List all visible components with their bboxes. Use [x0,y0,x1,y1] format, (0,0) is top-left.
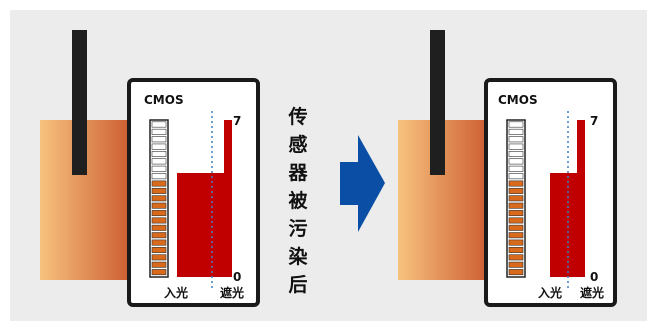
led-segment-off [508,143,524,150]
led-segment-lit [151,180,167,187]
light-level-bar [550,173,577,277]
led-segment-off [508,158,524,165]
led-column-outline [506,119,526,278]
led-segment-off [508,128,524,135]
led-indicator-column [149,119,169,278]
led-segment-lit [508,210,524,217]
sensor-block [398,120,498,280]
led-segment-lit [508,202,524,209]
led-segment-lit [508,180,524,187]
led-segment-lit [508,254,524,261]
led-segment-lit [508,187,524,194]
caption-char: 器 [287,162,308,184]
scale-max-label: 7 [233,114,241,128]
led-segment-lit [508,269,524,276]
light-level-peak [577,120,585,277]
led-segment-lit [151,224,167,231]
led-segment-lit [151,202,167,209]
led-segment-off [151,136,167,143]
led-segment-lit [151,195,167,202]
led-segment-off [508,173,524,180]
led-segment-lit [508,246,524,253]
detection-rod [430,30,445,175]
led-segment-lit [151,232,167,239]
caption-char: 被 [288,189,307,212]
led-segment-lit [508,261,524,268]
led-segment-off [151,173,167,180]
led-segment-lit [151,217,167,224]
light-in-label: 入光 [538,285,562,300]
led-segment-off [151,143,167,150]
led-segment-lit [508,224,524,231]
caption-char: 传 [287,105,307,128]
led-segment-off [508,121,524,128]
contamination-caption: 传 感 器 被 污 染 后 [287,105,308,296]
led-segment-lit [508,195,524,202]
led-segment-lit [151,261,167,268]
led-segment-lit [151,246,167,253]
scale-min-label: 0 [590,270,598,284]
sensor-block [40,120,140,280]
right-arrow-icon [340,135,385,232]
scene-left: CMOS 7 0 入光 遮光 [40,30,260,307]
led-segment-lit [151,187,167,194]
caption-char: 污 [288,218,307,240]
led-segment-off [151,121,167,128]
led-segment-off [151,158,167,165]
light-level-bar [177,173,224,277]
detection-rod [72,30,87,175]
cmos-title: CMOS [144,93,184,107]
led-segment-lit [151,269,167,276]
scale-min-label: 0 [233,270,241,284]
light-block-label: 遮光 [580,285,604,300]
led-segment-lit [151,239,167,246]
led-segment-off [151,165,167,172]
led-segment-lit [151,254,167,261]
led-segment-off [151,151,167,158]
led-segment-lit [508,232,524,239]
led-indicator-column [506,119,526,278]
cmos-title: CMOS [498,93,538,107]
led-column-outline [149,119,169,278]
caption-char: 感 [288,133,307,156]
led-segment-lit [151,210,167,217]
led-segment-off [151,128,167,135]
light-block-label: 遮光 [220,285,244,300]
led-segment-lit [508,239,524,246]
caption-char: 后 [288,274,307,296]
led-segment-off [508,165,524,172]
led-segment-lit [508,217,524,224]
scene-right: CMOS 7 0 入光 遮光 [398,30,617,307]
light-level-peak [224,120,232,277]
led-segment-off [508,136,524,143]
light-in-label: 入光 [164,285,188,300]
scale-max-label: 7 [590,114,598,128]
led-segment-off [508,151,524,158]
caption-char: 染 [288,245,307,268]
